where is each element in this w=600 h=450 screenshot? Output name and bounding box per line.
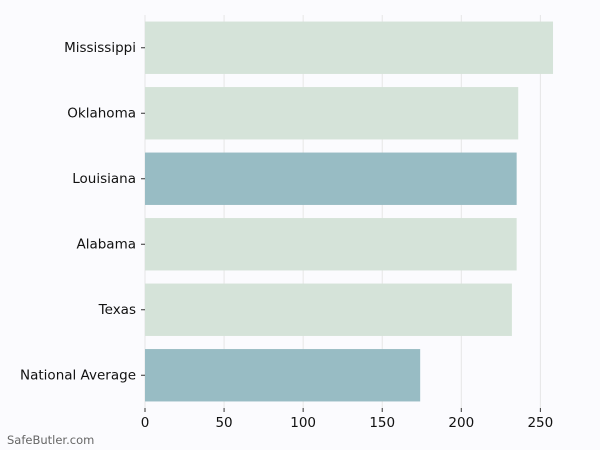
y-tick-label: Louisiana — [72, 171, 136, 187]
x-tick-label: 250 — [527, 415, 553, 431]
bar-louisiana — [145, 152, 517, 205]
x-tick-label: 200 — [448, 415, 474, 431]
x-tick-label: 50 — [215, 415, 232, 431]
y-tick-label: Mississippi — [64, 40, 136, 56]
y-tick-label: Texas — [98, 302, 136, 318]
bar-texas — [145, 283, 512, 336]
bar-alabama — [145, 218, 517, 271]
y-tick-label: National Average — [20, 367, 136, 383]
bar-national-average — [145, 349, 421, 402]
bar-mississippi — [145, 21, 554, 74]
x-tick-label: 100 — [290, 415, 316, 431]
x-tick-label: 0 — [141, 415, 150, 431]
watermark: SafeButler.com — [7, 433, 95, 447]
y-tick-label: Alabama — [76, 236, 136, 252]
bar-oklahoma — [145, 87, 519, 140]
x-tick-label: 150 — [369, 415, 395, 431]
y-tick-label: Oklahoma — [67, 105, 136, 121]
